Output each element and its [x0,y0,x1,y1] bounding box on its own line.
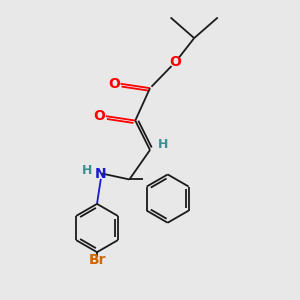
Text: O: O [169,55,181,69]
Text: O: O [93,109,105,123]
Text: H: H [82,164,92,177]
Text: N: N [95,167,106,181]
Text: O: O [108,77,120,91]
Text: H: H [158,138,168,151]
Text: Br: Br [88,254,106,267]
